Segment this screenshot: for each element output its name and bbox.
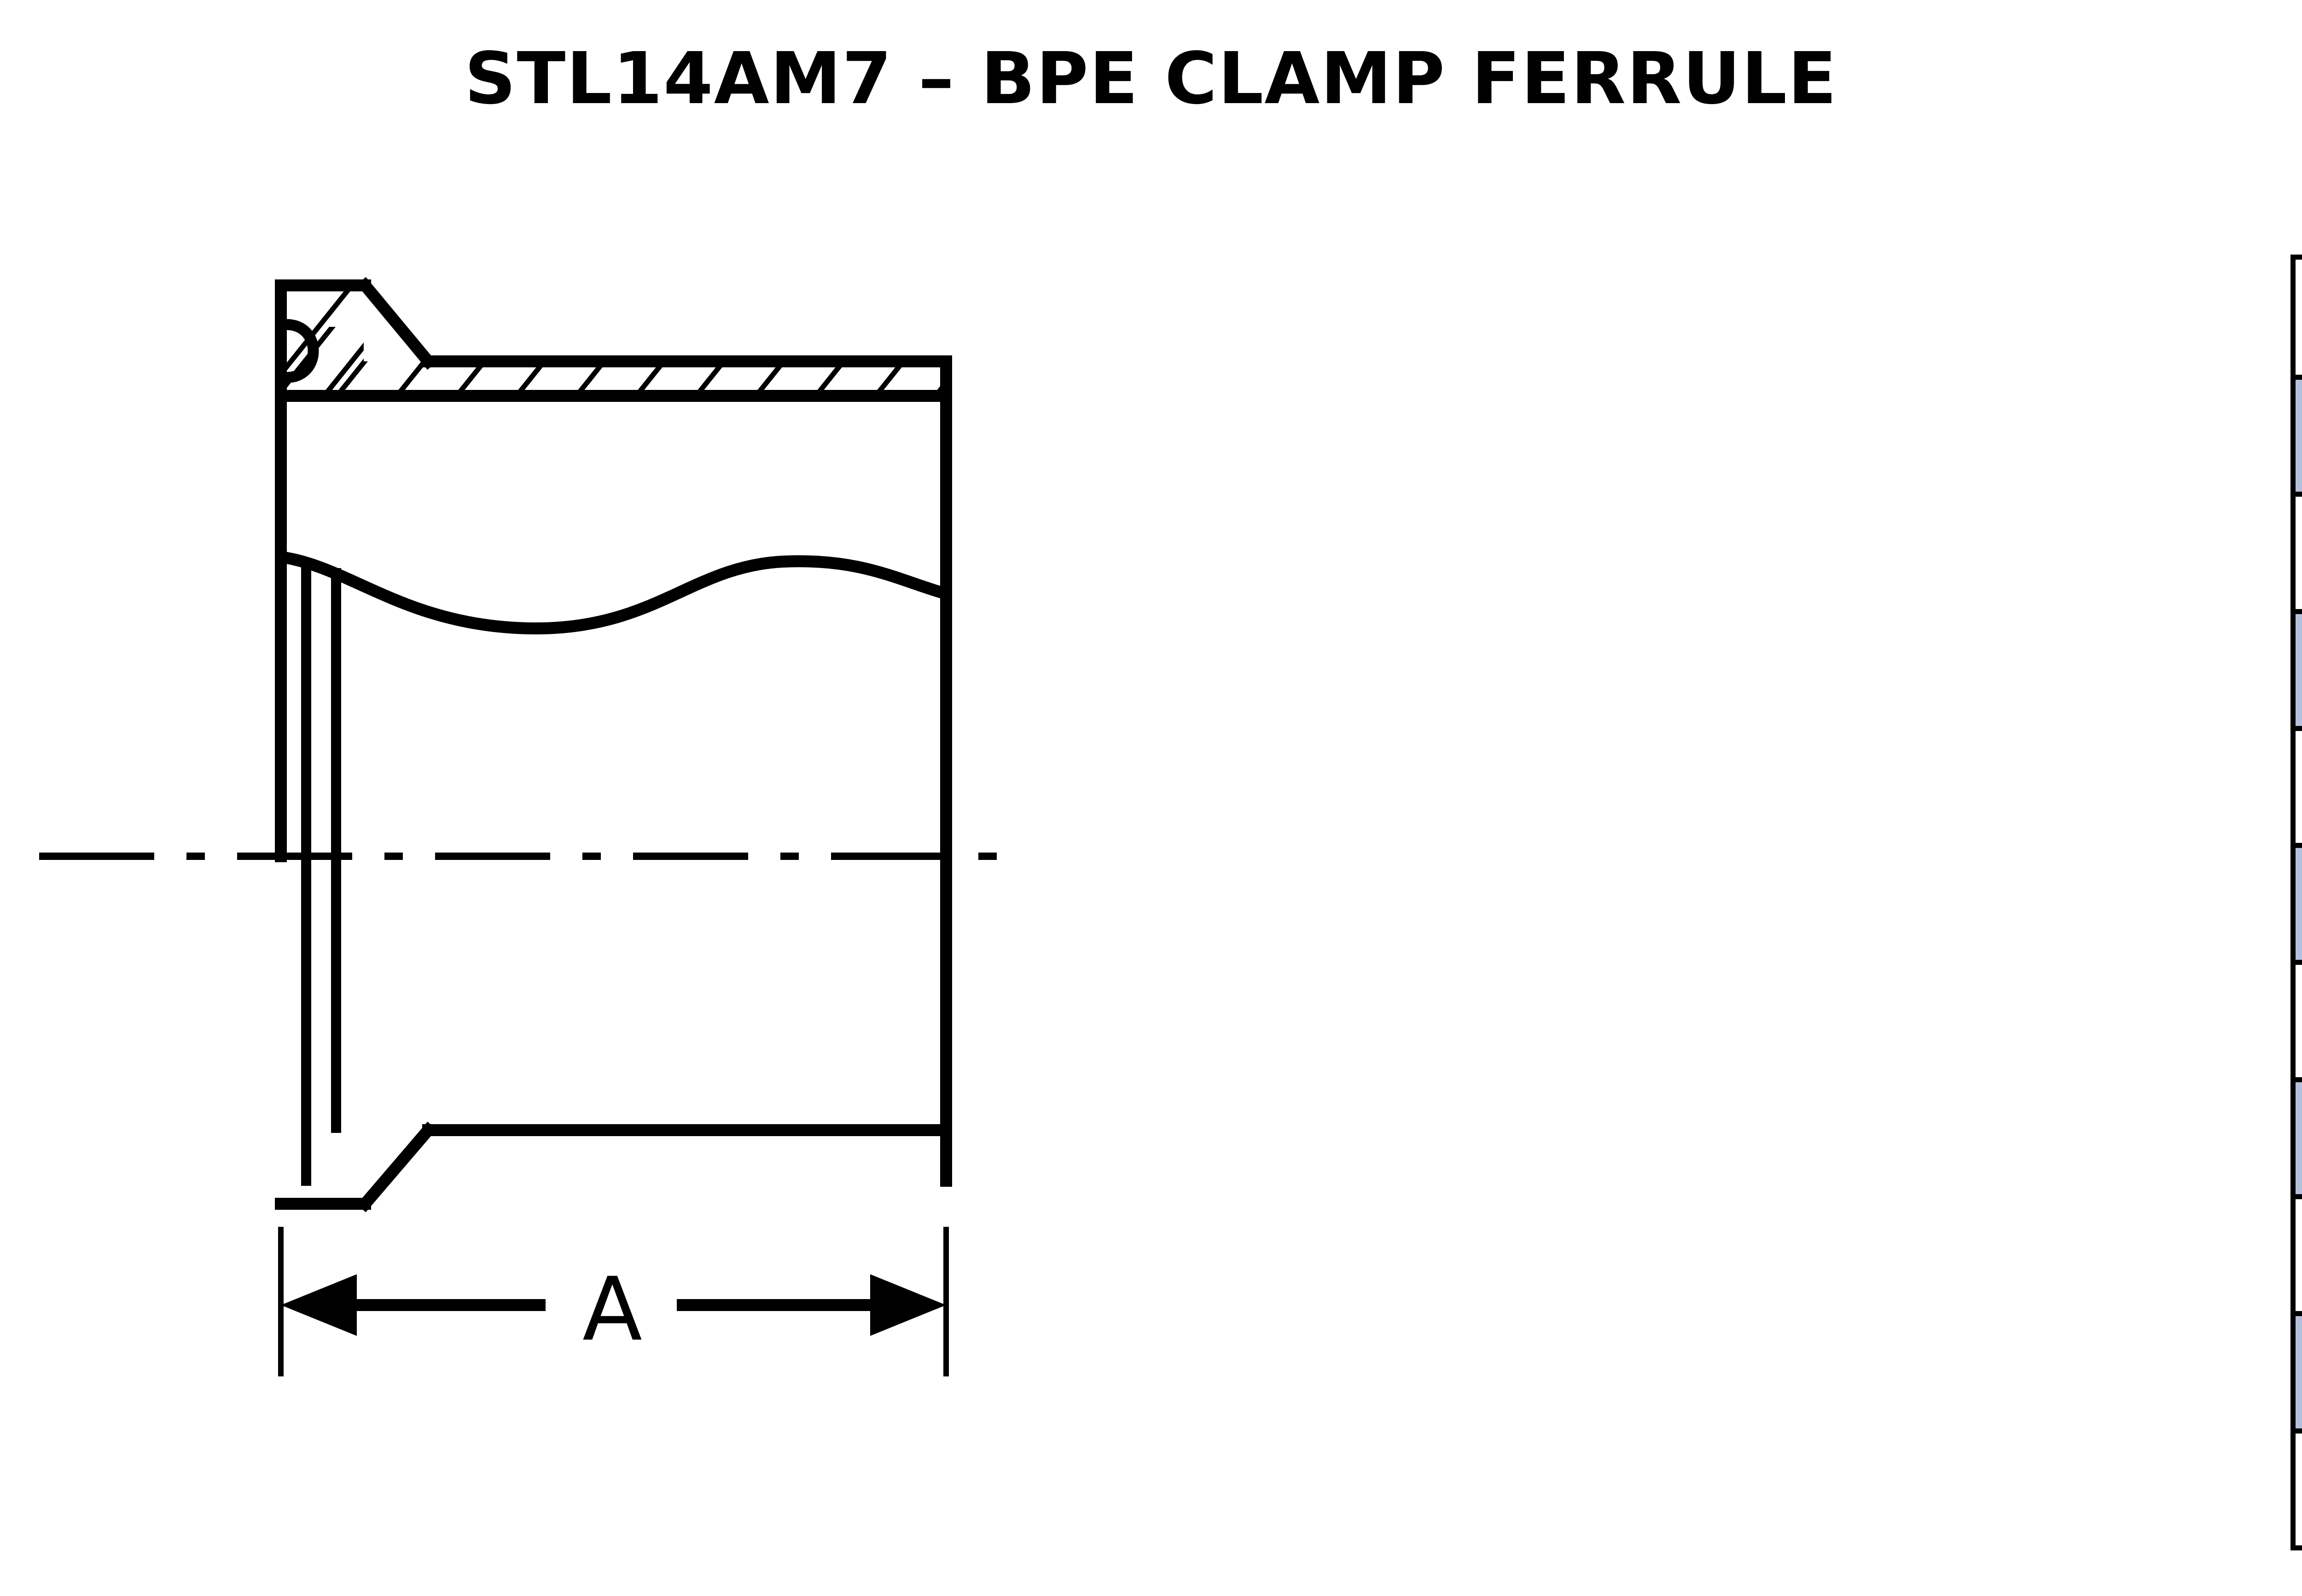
table-row[interactable]: STL14AM7-111.750 <box>2290 725 2302 848</box>
dimension-label-a: A <box>582 1259 642 1360</box>
flange-chamfer-upper <box>356 277 437 370</box>
ferrule-section-view: A <box>39 277 1027 1376</box>
table-row[interactable]: STL14AM7-222.250 <box>2290 960 2302 1082</box>
dimension-arrow-right <box>677 1274 946 1336</box>
spec-table: PART NUMBER SIZE (inches) A (inches) STL… <box>2290 255 2302 1551</box>
dimension-arrow-left <box>281 1274 546 1336</box>
page-title: STL14AM7 – BPE CLAMP FERRULE <box>464 37 1838 120</box>
column-header-part-number: PART NUMBER <box>2290 255 2302 380</box>
break-line <box>280 551 948 635</box>
cell-part-number: STL14AM7-4 <box>2290 1311 2302 1433</box>
table-row[interactable]: STL14AM7-.753/41.750 <box>2290 492 2302 614</box>
cell-part-number: STL14AM7-2.5 <box>2290 1077 2302 1200</box>
cell-part-number: STL14AM7-1A <box>2290 609 2302 731</box>
table-row[interactable]: STL14AM7-1A1 (TYPE A)1.750 <box>2290 609 2302 731</box>
cell-part-number: STL14AM7-.75 <box>2290 492 2302 614</box>
table-row[interactable]: STL14AM7-2.52-1/22.250 <box>2290 1077 2302 1200</box>
cell-part-number: STL14AM7-2 <box>2290 960 2302 1082</box>
table-header-row: PART NUMBER SIZE (inches) A (inches) <box>2290 255 2302 380</box>
table-row[interactable]: STL14AM7-663.000 <box>2290 1428 2302 1551</box>
cell-part-number: STL14AM7-6 <box>2290 1428 2302 1551</box>
cell-part-number: STL14AM7-.50 <box>2290 374 2302 497</box>
spec-table-container: PART NUMBER SIZE (inches) A (inches) STL… <box>2290 255 2302 1551</box>
table-body: STL14AM7-.501/21.750STL14AM7-.753/41.750… <box>2290 374 2302 1551</box>
technical-drawing: A <box>0 198 2164 1395</box>
table-row[interactable]: STL14AM7-332.250 <box>2290 1194 2302 1317</box>
cell-part-number: STL14AM7-3 <box>2290 1194 2302 1317</box>
cell-part-number: STL14AM7-1 <box>2290 725 2302 848</box>
flange-chamfer-lower <box>356 1121 437 1213</box>
section-hatching-flange <box>281 285 364 396</box>
table-row[interactable]: STL14AM7-1.51-1/21.750 <box>2290 843 2302 965</box>
gasket-groove-detail <box>286 319 319 383</box>
cell-part-number: STL14AM7-1.5 <box>2290 843 2302 965</box>
table-row[interactable]: STL14AM7-442.250 <box>2290 1311 2302 1433</box>
table-row[interactable]: STL14AM7-.501/21.750 <box>2290 374 2302 497</box>
